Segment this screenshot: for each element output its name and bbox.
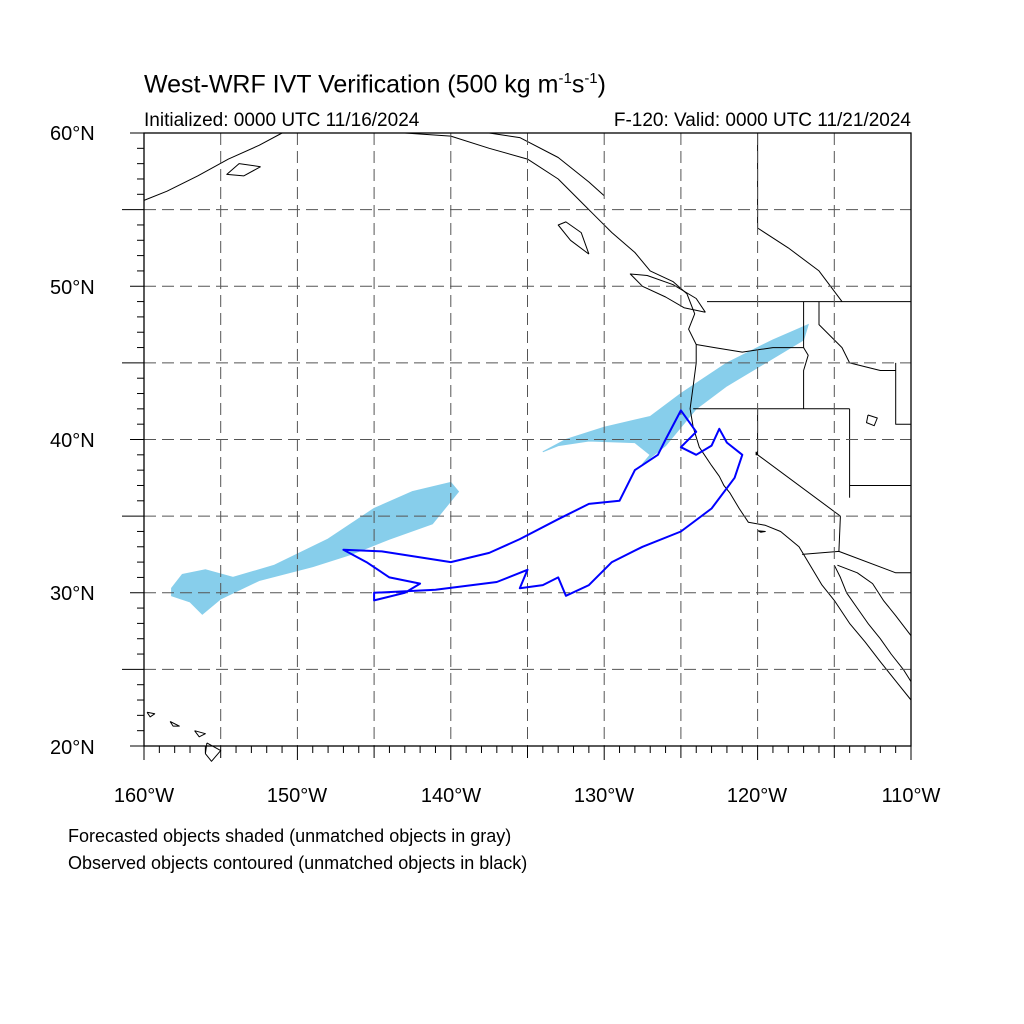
arizona-california-border [838, 516, 841, 552]
idaho-oregon-border [803, 347, 809, 409]
lon-label-160w: 160°W [113, 785, 175, 807]
legend-note-forecast: Forecasted objects shaded (unmatched obj… [68, 826, 512, 846]
lat-label-50: 50°N [50, 277, 95, 299]
lon-label-150w: 150°W [266, 785, 328, 807]
lat-label-20: 20°N [50, 737, 95, 759]
graticule-layer [144, 133, 911, 746]
hawaii-maui [194, 730, 206, 738]
lon-label-110w: 110°W [881, 785, 941, 807]
hawaii-big-island [204, 742, 222, 762]
lon-label-140w: 140°W [420, 785, 482, 807]
mainland-mexico-coast [837, 564, 912, 637]
forecast-object-2 [542, 323, 809, 465]
hawaii-oahu [169, 721, 180, 727]
forecast-objects-layer [171, 323, 809, 615]
valid-time: F-120: Valid: 0000 UTC 11/21/2024 [613, 110, 911, 131]
british-columbia-coast [404, 132, 688, 295]
observed-objects-layer [342, 409, 744, 602]
lon-label-120w: 120°W [726, 785, 788, 807]
vancouver-island [629, 273, 706, 313]
baja-gulf-coast [833, 564, 912, 682]
lon-label-130w: 130°W [573, 785, 635, 807]
channel-islands [757, 530, 766, 533]
forecast-object-1 [171, 481, 460, 615]
haida-gwaii [557, 221, 590, 255]
plot-frame [143, 132, 912, 747]
map-title: West-WRF IVT Verification (500 kg m-1s-1… [144, 70, 606, 99]
hawaii-kauai [146, 711, 156, 718]
axis-ticks-layer [122, 132, 912, 760]
alaska-peninsula [143, 132, 283, 201]
initialized-time: Initialized: 0000 UTC 11/16/2024 [144, 110, 420, 131]
great-salt-lake [866, 414, 878, 427]
idaho-montana-border [818, 301, 896, 371]
kodiak-island [226, 163, 261, 177]
north-america-west-coast [686, 293, 912, 701]
lat-label-60: 60°N [50, 123, 95, 145]
lake-tahoe [755, 451, 759, 456]
coastline-layer [143, 132, 912, 762]
wyoming-border [895, 362, 911, 425]
california-nevada-border [757, 408, 841, 517]
observed-object-1 [342, 409, 744, 602]
lat-label-30: 30°N [50, 583, 95, 605]
lat-label-40: 40°N [50, 430, 95, 452]
legend-note-observed: Observed objects contoured (unmatched ob… [68, 853, 528, 873]
alaska-bc-border [489, 132, 605, 197]
washington-oregon-border [696, 344, 804, 353]
us-mexico-border [802, 550, 911, 574]
bc-alberta-border [757, 133, 843, 302]
